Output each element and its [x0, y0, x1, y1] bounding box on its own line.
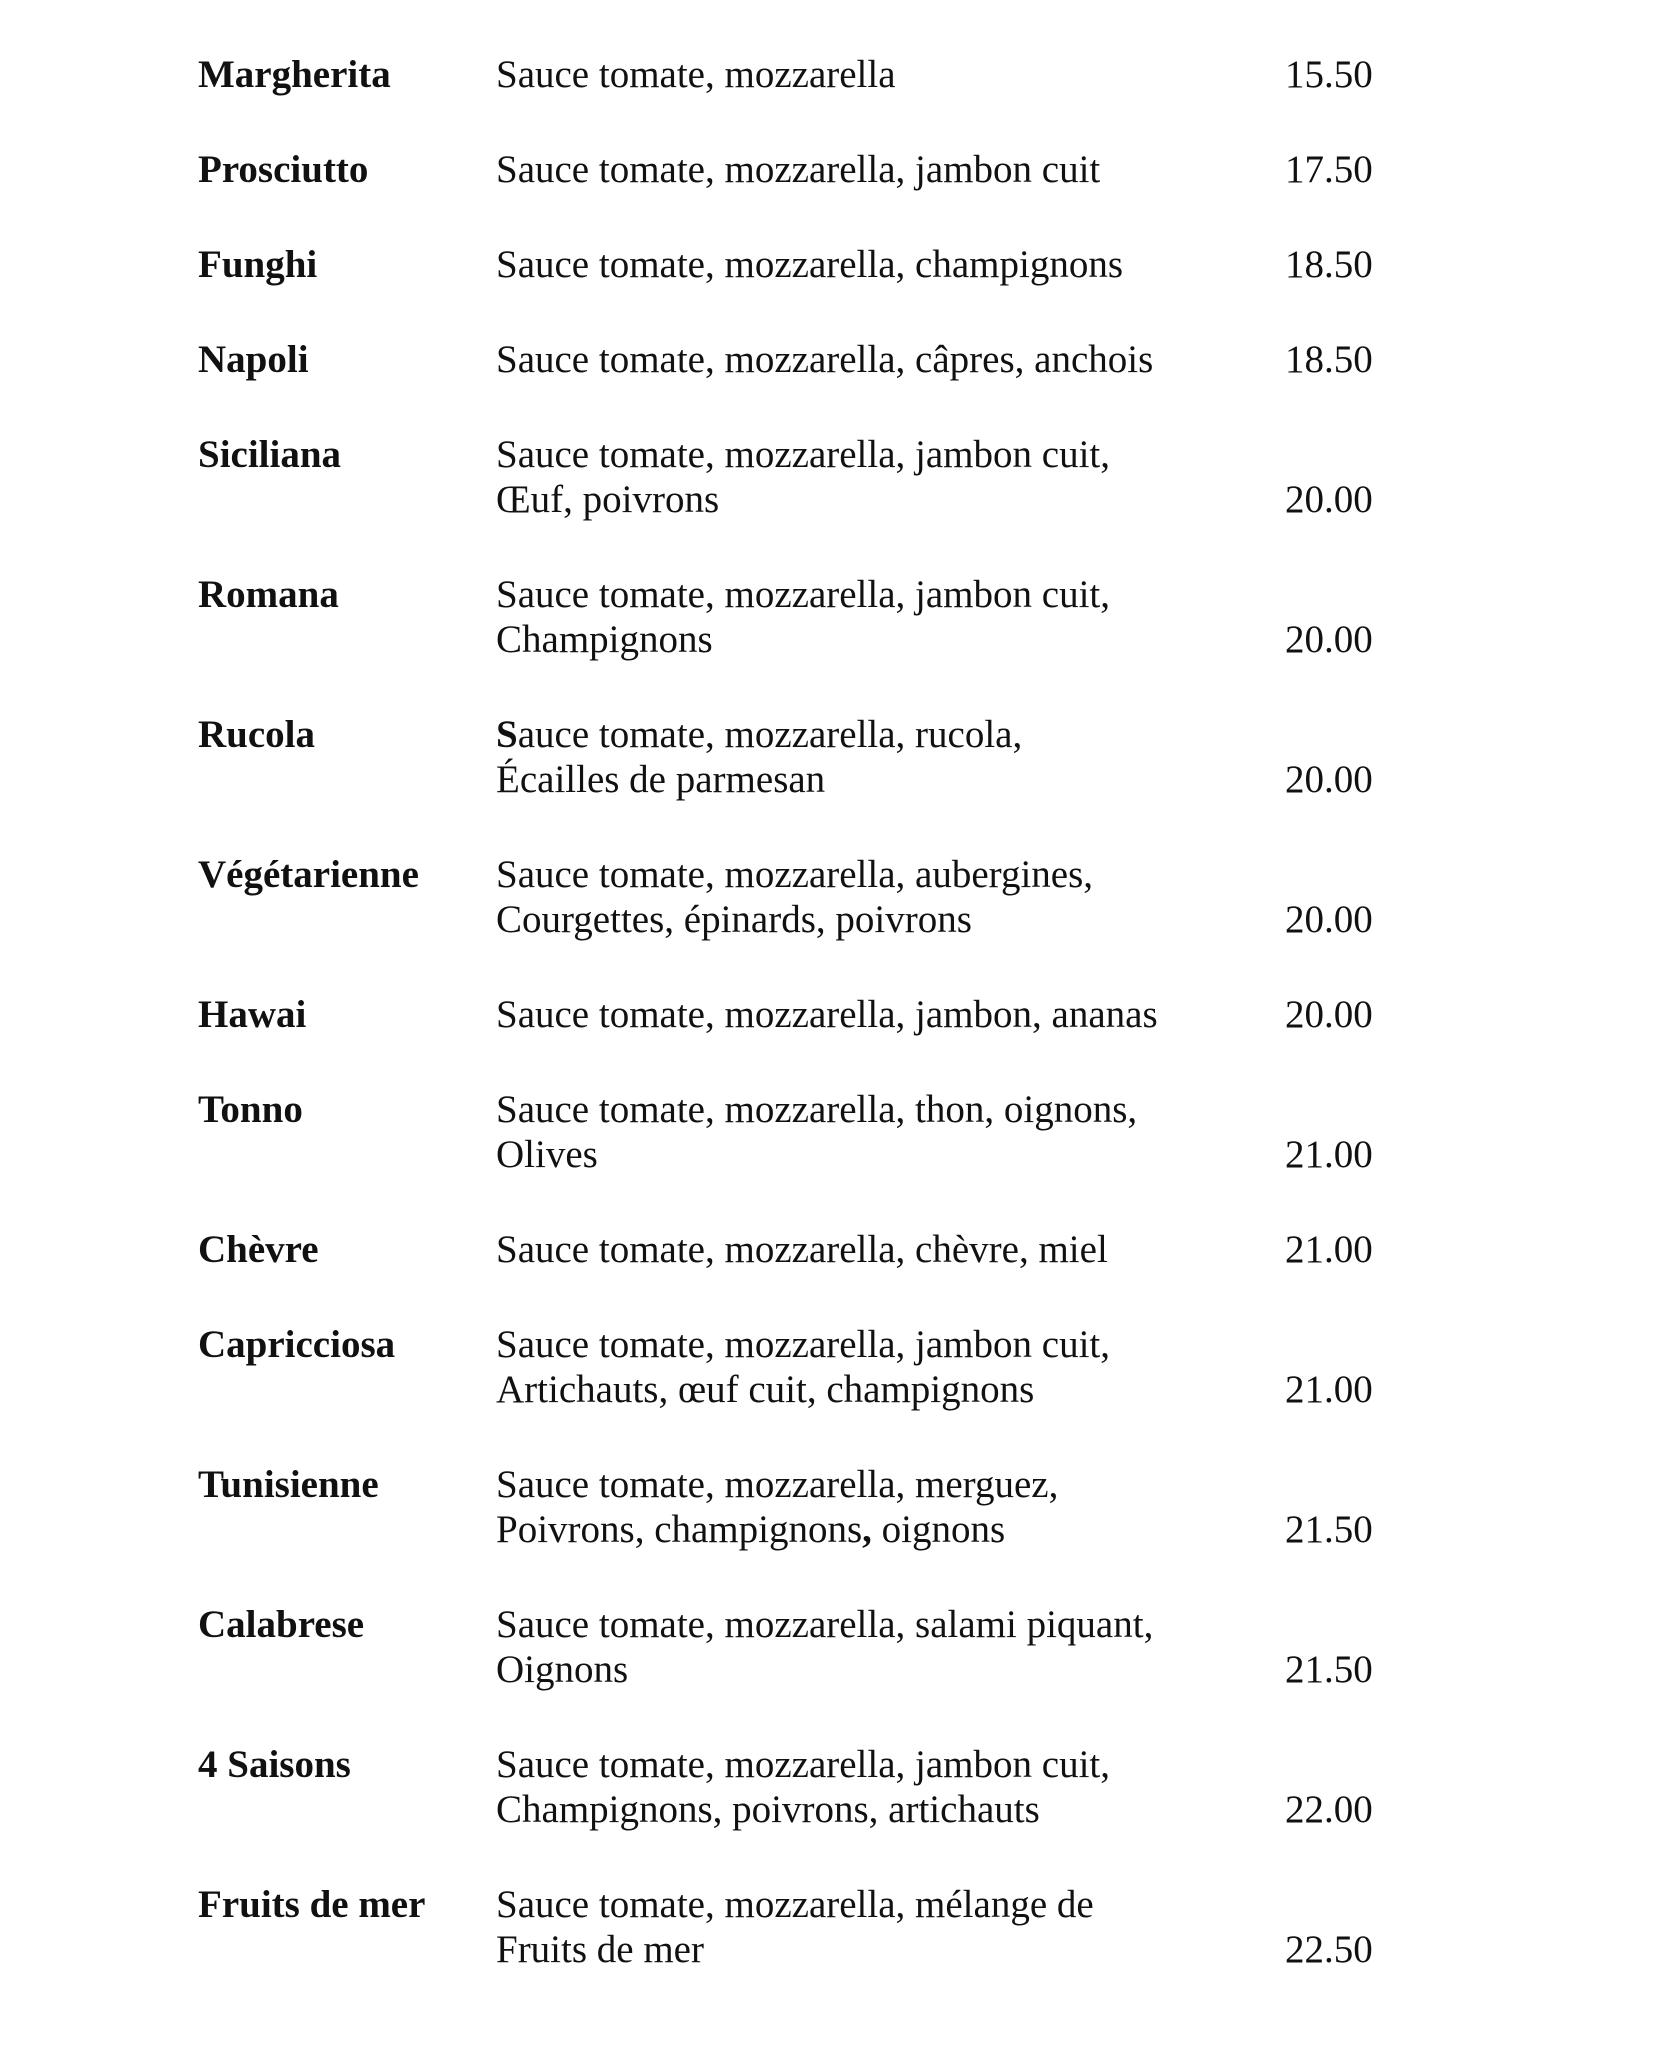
menu-item-siciliana: Siciliana Sauce tomate, mozzarella, jamb… [198, 432, 1382, 522]
item-name: Prosciutto [198, 148, 369, 191]
description-line: Sauce tomate, mozzarella, jambon cuit, [496, 433, 1111, 476]
description-line: Champignons [496, 618, 713, 661]
item-price: 15.50 [1285, 53, 1373, 96]
description-line: Œuf, poivrons [496, 478, 720, 521]
menu-item-romana: Romana Sauce tomate, mozzarella, jambon … [198, 572, 1382, 662]
description-line: Champignons, poivrons, artichauts [496, 1788, 1040, 1831]
description-line: Sauce tomate, mozzarella, jambon cuit, [496, 1743, 1111, 1786]
item-price: 20.00 [1285, 993, 1373, 1036]
menu-item-prosciutto: Prosciutto Sauce tomate, mozzarella, jam… [198, 147, 1382, 192]
description-text: oignons [871, 1508, 1006, 1551]
pizza-menu-list: Margherita Sauce tomate, mozzarella 15.5… [198, 52, 1382, 1972]
item-name: Hawai [198, 993, 307, 1036]
item-price: 21.50 [1285, 1648, 1373, 1691]
item-price: 18.50 [1285, 243, 1373, 286]
menu-item-rucola: Rucola Sauce tomate, mozzarella, rucola,… [198, 712, 1382, 802]
description-line: Sauce tomate, mozzarella, aubergines, [496, 853, 1094, 896]
item-price: 22.50 [1285, 1928, 1373, 1971]
item-name: Végétarienne [198, 853, 419, 896]
item-description: Sauce tomate, mozzarella, champignons [496, 242, 1285, 287]
item-price: 21.00 [1285, 1368, 1373, 1411]
menu-item-vegetarienne: Végétarienne Sauce tomate, mozzarella, a… [198, 852, 1382, 942]
menu-item-napoli: Napoli Sauce tomate, mozzarella, câpres,… [198, 337, 1382, 382]
item-price: 20.00 [1285, 478, 1373, 521]
item-description: Sauce tomate, mozzarella, jambon cuit, Œ… [496, 432, 1285, 522]
menu-item-calabrese: Calabrese Sauce tomate, mozzarella, sala… [198, 1602, 1382, 1692]
description-line: Artichauts, œuf cuit, champignons [496, 1368, 1035, 1411]
description-text: auce tomate, mozzarella, rucola, [517, 713, 1023, 756]
item-price: 18.50 [1285, 338, 1373, 381]
description-line: Sauce tomate, mozzarella, jambon cuit, [496, 1323, 1111, 1366]
bold-initial: S [496, 713, 518, 756]
description-line: Sauce tomate, mozzarella, jambon, ananas [496, 993, 1158, 1036]
menu-item-funghi: Funghi Sauce tomate, mozzarella, champig… [198, 242, 1382, 287]
bold-comma: , [862, 1508, 872, 1551]
item-price: 22.00 [1285, 1788, 1373, 1831]
item-name: Calabrese [198, 1603, 365, 1646]
item-name: Fruits de mer [198, 1883, 426, 1926]
description-line: Poivrons, champignons, oignons [496, 1507, 1285, 1552]
description-line: Olives [496, 1133, 598, 1176]
item-description: Sauce tomate, mozzarella, aubergines, Co… [496, 852, 1285, 942]
menu-item-4-saisons: 4 Saisons Sauce tomate, mozzarella, jamb… [198, 1742, 1382, 1832]
menu-item-capricciosa: Capricciosa Sauce tomate, mozzarella, ja… [198, 1322, 1382, 1412]
item-description: Sauce tomate, mozzarella, câpres, anchoi… [496, 337, 1285, 382]
menu-item-tunisienne: Tunisienne Sauce tomate, mozzarella, mer… [198, 1462, 1382, 1552]
menu-item-margherita: Margherita Sauce tomate, mozzarella 15.5… [198, 52, 1382, 97]
item-description: Sauce tomate, mozzarella, mélange de Fru… [496, 1882, 1285, 1972]
item-name: Chèvre [198, 1228, 319, 1271]
item-description: Sauce tomate, mozzarella, rucola, Écaill… [496, 712, 1285, 802]
item-description: Sauce tomate, mozzarella, jambon, ananas [496, 992, 1285, 1037]
item-price: 20.00 [1285, 758, 1373, 801]
item-name: Napoli [198, 338, 309, 381]
item-price: 21.00 [1285, 1228, 1373, 1271]
description-line: Sauce tomate, mozzarella, jambon cuit [496, 148, 1101, 191]
item-description: Sauce tomate, mozzarella, jambon cuit [496, 147, 1285, 192]
item-name: Margherita [198, 53, 391, 96]
description-line: Sauce tomate, mozzarella, mélange de [496, 1883, 1094, 1926]
item-description: Sauce tomate, mozzarella, jambon cuit, C… [496, 572, 1285, 662]
description-line: Sauce tomate, mozzarella [496, 53, 896, 96]
item-description: Sauce tomate, mozzarella, thon, oignons,… [496, 1087, 1285, 1177]
menu-item-fruits-de-mer: Fruits de mer Sauce tomate, mozzarella, … [198, 1882, 1382, 1972]
item-name: Funghi [198, 243, 318, 286]
menu-item-hawai: Hawai Sauce tomate, mozzarella, jambon, … [198, 992, 1382, 1037]
item-name: 4 Saisons [198, 1743, 351, 1786]
item-name: Tonno [198, 1088, 303, 1131]
description-line: Courgettes, épinards, poivrons [496, 898, 972, 941]
description-text: Poivrons, champignons [496, 1508, 863, 1551]
description-line: Sauce tomate, mozzarella, thon, oignons, [496, 1088, 1138, 1131]
item-price: 17.50 [1285, 148, 1373, 191]
item-description: Sauce tomate, mozzarella, chèvre, miel [496, 1227, 1285, 1272]
item-name: Tunisienne [198, 1463, 379, 1506]
description-line: Sauce tomate, mozzarella, câpres, anchoi… [496, 338, 1154, 381]
item-description: Sauce tomate, mozzarella [496, 52, 1285, 97]
description-line: Sauce tomate, mozzarella, rucola, [496, 712, 1285, 757]
item-price: 20.00 [1285, 898, 1373, 941]
description-line: Sauce tomate, mozzarella, jambon cuit, [496, 573, 1111, 616]
item-price: 21.50 [1285, 1508, 1373, 1551]
description-line: Sauce tomate, mozzarella, champignons [496, 243, 1124, 286]
item-name: Romana [198, 573, 339, 616]
item-description: Sauce tomate, mozzarella, salami piquant… [496, 1602, 1285, 1692]
menu-item-chevre: Chèvre Sauce tomate, mozzarella, chèvre,… [198, 1227, 1382, 1272]
item-name: Rucola [198, 713, 315, 756]
item-name: Siciliana [198, 433, 342, 476]
item-description: Sauce tomate, mozzarella, jambon cuit, C… [496, 1742, 1285, 1832]
description-line: Sauce tomate, mozzarella, merguez, [496, 1463, 1059, 1506]
menu-item-tonno: Tonno Sauce tomate, mozzarella, thon, oi… [198, 1087, 1382, 1177]
item-name: Capricciosa [198, 1323, 396, 1366]
item-price: 20.00 [1285, 618, 1373, 661]
description-line: Sauce tomate, mozzarella, chèvre, miel [496, 1228, 1108, 1271]
item-price: 21.00 [1285, 1133, 1373, 1176]
description-line: Sauce tomate, mozzarella, salami piquant… [496, 1603, 1154, 1646]
description-line: Fruits de mer [496, 1928, 704, 1971]
description-line: Oignons [496, 1648, 629, 1691]
description-line: Écailles de parmesan [496, 758, 826, 801]
item-description: Sauce tomate, mozzarella, jambon cuit, A… [496, 1322, 1285, 1412]
item-description: Sauce tomate, mozzarella, merguez, Poivr… [496, 1462, 1285, 1552]
